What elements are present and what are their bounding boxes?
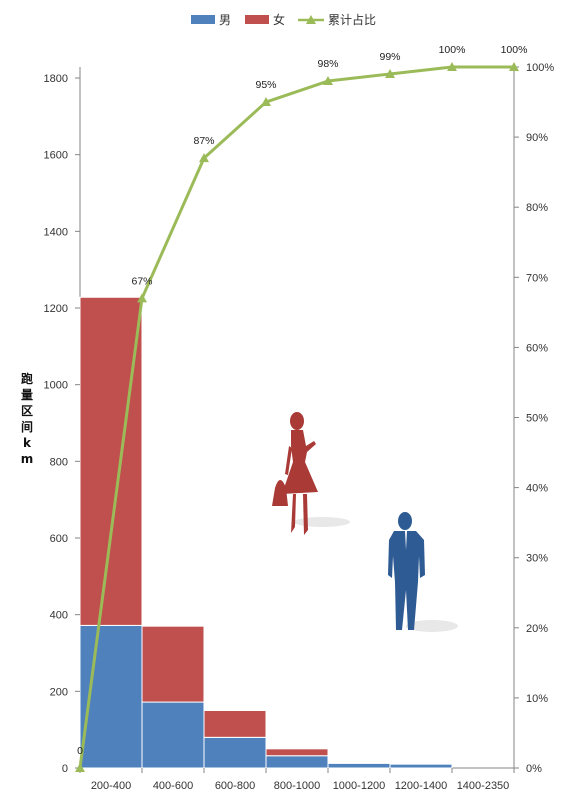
bar-male-1 [141, 701, 205, 769]
left-tick-label-0: 0 [62, 763, 68, 775]
cumulative-label-4: 98% [317, 58, 338, 70]
right-tick-label-1: 10% [526, 693, 548, 705]
y-axis-title-char-3: 间 [21, 419, 33, 434]
left-tick-label-6: 1200 [44, 303, 68, 315]
right-tick-label-4: 40% [526, 483, 548, 495]
right-axis-ticks: 0% 10% 20% 30% 40% 50% 60% 70% 80% 90% 100% [514, 62, 554, 775]
legend: 男 女 累计占比 [191, 12, 376, 27]
right-tick-label-10: 100% [526, 62, 554, 74]
y-axis-title-char-2: 区 [21, 404, 33, 418]
cumulative-marker-1 [137, 293, 147, 303]
cumulative-marker-6 [447, 62, 457, 71]
cumulative-marker-0 [75, 763, 85, 772]
y-axis-title-char-1: 量 [21, 388, 33, 402]
right-tick-label-7: 70% [526, 272, 548, 284]
cumulative-marker-2 [199, 153, 209, 163]
woman-silhouette [272, 412, 350, 535]
x-tick-label-0: 200-400 [91, 780, 131, 792]
right-tick-label-9: 90% [526, 132, 548, 144]
right-tick-label-5: 50% [526, 413, 548, 425]
cumulative-line [78, 65, 514, 769]
x-tick-label-4: 1000-1200 [333, 780, 386, 792]
cumulative-label-0: 0 [77, 745, 83, 757]
right-tick-label-3: 30% [526, 553, 548, 565]
bar-male-2 [203, 736, 267, 769]
legend-swatch-female [245, 15, 269, 24]
bar-female-0 [79, 296, 143, 626]
cumulative-label-6: 100% [439, 44, 466, 56]
man-silhouette [388, 512, 458, 632]
x-tick-label-1: 400-600 [153, 780, 193, 792]
cumulative-label-7: 100% [501, 44, 528, 56]
x-tick-label-5: 1200-1400 [395, 780, 448, 792]
x-tick-label-6: 1400-2350 [457, 780, 510, 792]
y-axis-title-char-0: 跑 [21, 371, 33, 386]
cumulative-series: 0 67% 87% 95% 98% 99% 100% 100% [75, 44, 527, 772]
right-tick-label-0: 0% [526, 763, 542, 775]
bar-male-3 [265, 755, 329, 769]
left-tick-label-5: 1000 [44, 380, 68, 392]
left-tick-label-9: 1800 [44, 73, 68, 85]
x-axis-ticks: 200-400 400-600 600-800 800-1000 1000-1200 12… [79, 768, 515, 792]
legend-label-cumulative: 累计占比 [328, 12, 376, 27]
left-tick-label-8: 1600 [44, 150, 68, 162]
left-tick-label-3: 600 [50, 533, 68, 545]
right-tick-label-8: 80% [526, 202, 548, 214]
left-tick-label-2: 400 [50, 610, 68, 622]
cumulative-marker-7 [509, 62, 519, 71]
bar-female-3 [265, 748, 329, 757]
cumulative-label-3: 95% [255, 79, 276, 91]
legend-label-male: 男 [219, 13, 231, 27]
y-axis-title-char-4: k [23, 436, 32, 450]
left-axis-ticks: 0 200 400 600 800 1000 1200 1400 1600 1800 [44, 73, 80, 775]
legend-marker-cumulative [306, 15, 316, 24]
right-tick-label-6: 60% [526, 342, 548, 354]
cumulative-label-5: 99% [379, 51, 400, 63]
y-axis-title-char-5: m [21, 452, 34, 466]
bar-male-4 [327, 762, 391, 769]
left-tick-label-1: 200 [50, 686, 68, 698]
cumulative-marker-3 [261, 97, 271, 107]
cumulative-label-2: 87% [193, 135, 214, 147]
cumulative-label-1: 67% [131, 275, 152, 287]
legend-label-female: 女 [273, 12, 285, 27]
bar-female-2 [203, 710, 267, 738]
bar-male-5 [389, 763, 453, 769]
x-tick-label-2: 600-800 [215, 780, 255, 792]
right-tick-label-2: 20% [526, 623, 548, 635]
x-tick-label-3: 800-1000 [274, 780, 321, 792]
left-tick-label-4: 800 [50, 456, 68, 468]
bar-female-1 [141, 625, 205, 703]
cumulative-marker-5 [385, 69, 395, 79]
legend-swatch-male [191, 15, 215, 24]
cumulative-marker-4 [323, 76, 333, 86]
left-tick-label-7: 1400 [44, 226, 68, 238]
